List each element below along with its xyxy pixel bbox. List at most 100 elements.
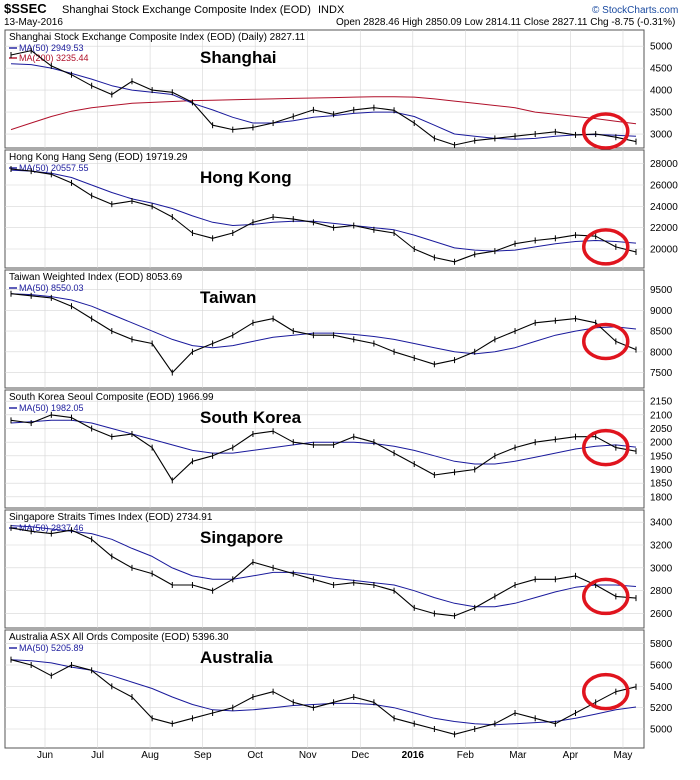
y-tick-label: 5400	[650, 682, 673, 693]
panel-australia: 5000 5200 5400 5600 5800 Australia ASX All Or…	[4, 629, 673, 749]
x-tick-label: Jul	[91, 750, 104, 761]
ma50-legend-label: MA(50) 8550.03	[19, 283, 84, 293]
x-tick-label: Oct	[247, 750, 263, 761]
highlight-circle	[582, 577, 630, 616]
y-tick-label: 4500	[650, 64, 673, 75]
legend-title: Hong Kong Hang Seng (EOD) 19719.29	[9, 152, 188, 163]
y-tick-label: 28000	[650, 159, 678, 170]
highlight-circle	[582, 428, 630, 467]
x-tick-label: Dec	[351, 750, 369, 761]
panel-label: Singapore	[200, 528, 283, 547]
ma50-legend-label: MA(50) 2837.46	[19, 523, 84, 533]
y-tick-label: 1850	[650, 479, 673, 490]
chart-name: Shanghai Stock Exchange Composite Index …	[62, 4, 311, 16]
panel-taiwan: 7500 8000 8500 9000 9500 Taiwan Weighted Inde…	[4, 269, 673, 389]
ma200-legend-label: MA(200) 3235.44	[19, 53, 89, 63]
panel-frame	[4, 629, 645, 749]
chart-ohlc: Open 2828.46 High 2850.09 Low 2814.11 Cl…	[336, 17, 675, 28]
x-tick-label: Jun	[37, 750, 53, 761]
y-tick-label: 4000	[650, 86, 673, 97]
price-line	[10, 50, 637, 146]
legend-title: South Korea Seoul Composite (EOD) 1966.9…	[9, 392, 214, 403]
highlight-circle	[582, 228, 630, 266]
panel-singapore: 2600 2800 3000 3200 3400 Singapore Straits Ti…	[4, 509, 673, 629]
highlight-circle	[582, 112, 630, 150]
ma50-legend-label: MA(50) 20557.55	[19, 163, 89, 173]
panel-label: Australia	[200, 648, 273, 667]
y-tick-label: 2000	[650, 438, 673, 449]
y-tick-label: 5800	[650, 639, 673, 650]
price-line	[10, 168, 637, 263]
y-tick-label: 3000	[650, 563, 673, 574]
ma50-legend-label: MA(50) 1982.05	[19, 403, 84, 413]
x-tick-label: May	[614, 750, 633, 761]
y-tick-label: 1800	[650, 492, 673, 503]
panel-frame	[4, 149, 645, 269]
highlight-circle	[582, 672, 630, 711]
ma50-line	[10, 419, 637, 465]
x-tick-label: Sep	[194, 750, 212, 761]
x-tick-label: Apr	[563, 750, 579, 761]
chart-exchange: INDX	[318, 4, 345, 16]
y-tick-label: 5000	[650, 725, 673, 736]
chart-symbol: $SSEC	[4, 1, 47, 16]
x-tick-label: Feb	[457, 750, 475, 761]
panel-shanghai: 3000 3500 4000 4500 5000 Shanghai Stock Excha…	[4, 29, 673, 150]
price-line	[10, 659, 637, 735]
y-tick-label: 8500	[650, 327, 673, 338]
y-tick-label: 5200	[650, 703, 673, 714]
chart-date: 13-May-2016	[4, 17, 63, 28]
ma50-line	[10, 525, 637, 608]
chart-header: $SSEC Shanghai Stock Exchange Composite …	[4, 1, 678, 28]
panel-label: Hong Kong	[200, 168, 292, 187]
y-tick-label: 1900	[650, 465, 673, 476]
y-tick-label: 3400	[650, 518, 673, 529]
x-axis: Jun Jul Aug Sep Oct Nov Dec 2016 Feb Mar Apr May	[37, 750, 632, 761]
panel-label: Shanghai	[200, 48, 277, 67]
x-tick-label: 2016	[402, 750, 425, 761]
legend-title: Taiwan Weighted Index (EOD) 8053.69	[9, 272, 183, 283]
panel-hong-kong: 20000 22000 24000 26000 28000 Hong Kong Hang …	[4, 149, 678, 269]
highlight-circle	[582, 322, 630, 361]
panel-frame	[4, 269, 645, 389]
ma50-line	[10, 169, 637, 252]
ma50-line	[10, 293, 637, 355]
y-tick-label: 3000	[650, 130, 673, 141]
y-tick-label: 5600	[650, 661, 673, 672]
y-tick-label: 1950	[650, 451, 673, 462]
panel-frame	[4, 29, 645, 149]
y-tick-label: 24000	[650, 202, 678, 213]
panel-south-korea: 1800 1850 1900 1950 2000 2050 2100 2150 South Ko…	[4, 389, 673, 509]
y-tick-label: 3200	[650, 541, 673, 552]
y-tick-label: 26000	[650, 181, 678, 192]
y-tick-label: 2150	[650, 397, 673, 408]
y-tick-label: 22000	[650, 223, 678, 234]
legend-title: Singapore Straits Times Index (EOD) 2734…	[9, 512, 213, 523]
price-line	[10, 527, 637, 617]
y-tick-label: 3500	[650, 108, 673, 119]
chart-credit: © StockCharts.com	[592, 5, 678, 16]
legend-title: Australia ASX All Ords Composite (EOD) 5…	[9, 632, 229, 643]
price-line	[10, 414, 637, 481]
ma200-line	[10, 96, 637, 131]
y-tick-label: 2600	[650, 609, 673, 620]
ma50-legend-label: MA(50) 2949.53	[19, 43, 84, 53]
y-tick-label: 20000	[650, 245, 678, 256]
y-tick-label: 9000	[650, 306, 673, 317]
price-line	[10, 293, 637, 374]
panel-label: South Korea	[200, 408, 302, 427]
panel-label: Taiwan	[200, 288, 256, 307]
y-tick-label: 8000	[650, 347, 673, 358]
ma50-legend-label: MA(50) 5205.89	[19, 643, 84, 653]
x-tick-label: Aug	[141, 750, 159, 761]
x-tick-label: Nov	[299, 750, 317, 761]
y-tick-label: 2050	[650, 424, 673, 435]
ma50-line	[10, 659, 637, 726]
y-tick-label: 2800	[650, 586, 673, 597]
panel-frame	[4, 509, 645, 629]
y-tick-label: 2100	[650, 410, 673, 421]
panel-frame	[4, 389, 645, 509]
x-tick-label: Mar	[509, 750, 527, 761]
y-tick-label: 7500	[650, 368, 673, 379]
